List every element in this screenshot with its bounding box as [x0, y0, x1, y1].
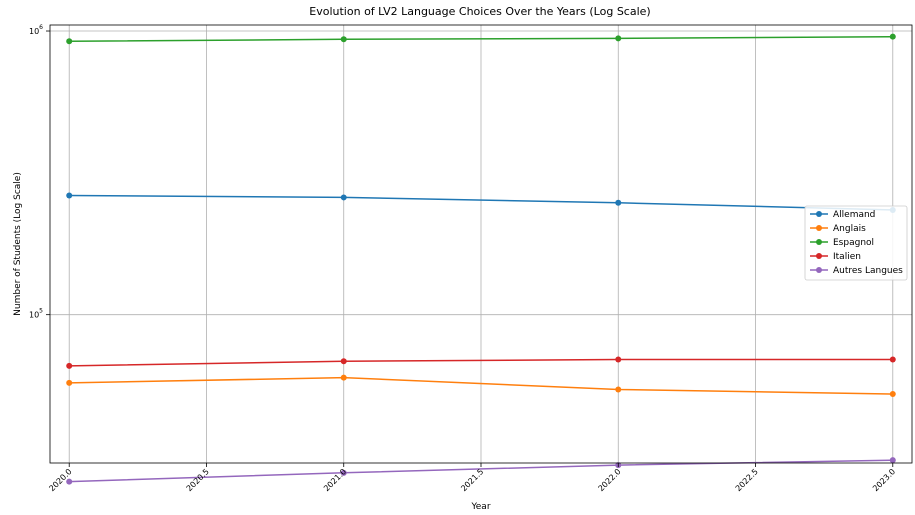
series-line-anglais: [69, 376, 893, 395]
data-point: [340, 374, 347, 381]
series-line-italien: [69, 358, 893, 367]
data-point: [615, 386, 622, 393]
x-tick-label: 2023.0: [871, 467, 897, 493]
legend-marker: [816, 239, 822, 245]
legend-marker: [816, 225, 822, 231]
x-tick-label: 2020.5: [185, 467, 211, 493]
legend-marker: [816, 253, 822, 259]
series-line-espagnol: [69, 35, 893, 43]
legend-box: [804, 205, 908, 281]
data-point: [66, 478, 73, 485]
x-tick-label: 2022.0: [597, 467, 623, 493]
x-tick-label: 2021.5: [459, 467, 485, 493]
x-axis-label: Year: [470, 502, 490, 512]
legend-marker: [816, 211, 822, 217]
legend-label: Allemand: [833, 210, 875, 220]
series-line-allemand: [69, 194, 893, 211]
y-tick-label-base: 10: [29, 27, 39, 36]
legend-marker: [816, 267, 822, 273]
x-tick-label: 2022.5: [734, 467, 760, 493]
chart-title: Evolution of LV2 Language Choices Over t…: [309, 5, 650, 18]
y-tick-label: 105: [29, 308, 43, 320]
data-point: [889, 457, 896, 464]
data-point: [340, 194, 347, 201]
series-points: [66, 33, 896, 485]
data-point: [66, 38, 73, 45]
legend: Allemand Anglais Espagnol Italien Autres Lan…: [804, 205, 908, 281]
legend-label: Italien: [833, 252, 861, 262]
y-tick-label-exponent: 5: [39, 308, 43, 315]
x-tick-label: 2021.0: [322, 467, 348, 493]
y-tick-label-base: 10: [29, 311, 39, 320]
data-point: [66, 379, 73, 386]
legend-label: Espagnol: [833, 238, 874, 248]
data-point: [889, 356, 896, 363]
data-point: [889, 33, 896, 40]
data-point: [66, 362, 73, 369]
data-point: [615, 356, 622, 363]
data-point: [889, 391, 896, 398]
legend-label: Autres Langues: [833, 266, 903, 276]
y-tick-label-exponent: 6: [39, 24, 43, 31]
y-axis-label: Number of Students (Log Scale): [13, 172, 23, 316]
data-point: [340, 358, 347, 365]
legend-label: Anglais: [833, 224, 866, 234]
data-point: [615, 35, 622, 42]
data-point: [340, 36, 347, 43]
data-point: [340, 469, 347, 476]
grid: [50, 25, 912, 463]
data-point: [66, 192, 73, 199]
y-tick-label: 106: [29, 24, 43, 36]
data-point: [615, 199, 622, 206]
